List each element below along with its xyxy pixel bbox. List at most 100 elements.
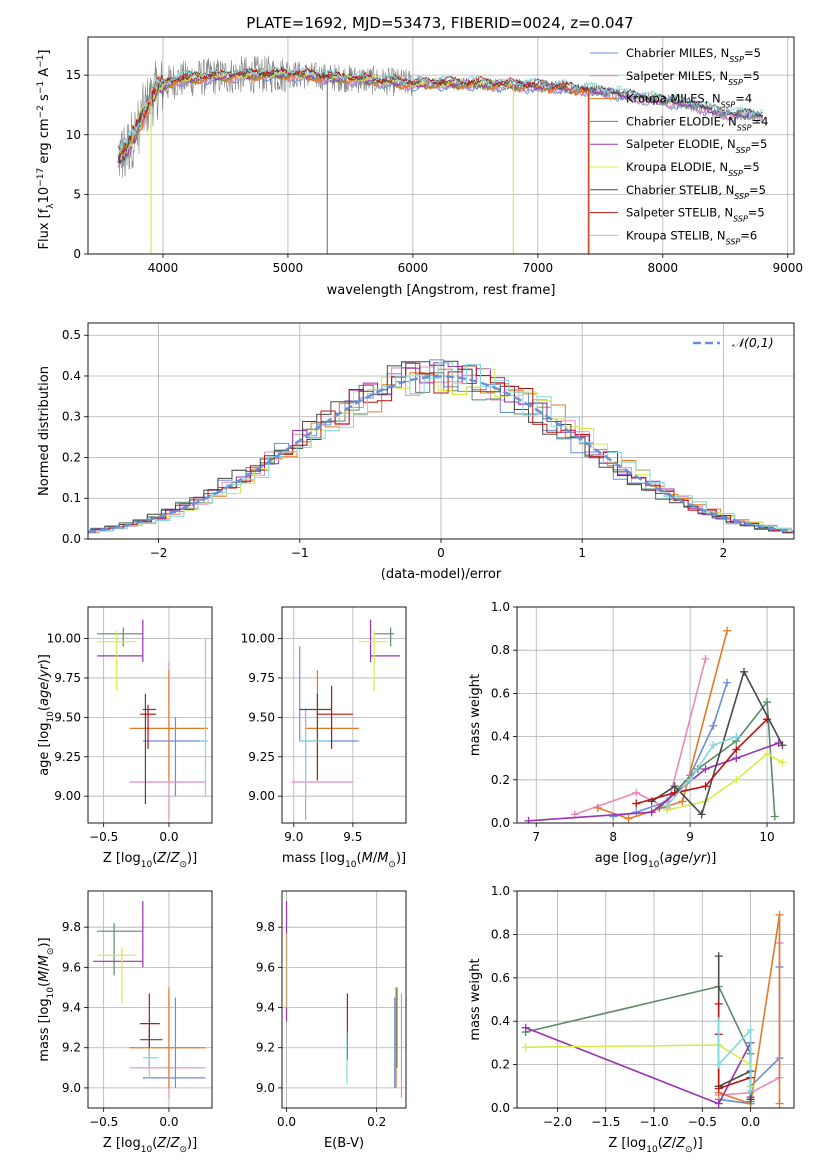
mass_vs_z-tick-label-y: 9.0 (62, 1081, 81, 1095)
mass_weight_vs_age-tick-label-y: 0.2 (491, 773, 510, 787)
spectrum-tick-label-x: 4000 (148, 261, 179, 275)
age_vs_mass-tick-label-x: 9.5 (343, 830, 362, 844)
age_vs_z-y-axis-label: age [log10(age/yr)] (37, 654, 56, 776)
mass_weight_vs_age-marker-8-3 (732, 732, 741, 741)
age_vs_mass-tick-label-x: 9.0 (284, 830, 303, 844)
mass_vs_ebv-tick-label-x: 0.0 (277, 1115, 296, 1129)
mass_weight_vs_z-marker-4-0 (521, 1023, 530, 1032)
mass_vs_ebv-panel: 0.0 0.2 9.0 9.2 9.4 9.6 9.8 E(B-V) (256, 890, 407, 1151)
normal-reference-curve (88, 375, 794, 534)
mass_vs_z-y-axis-label: mass [log10(M/M⊙)] (37, 937, 56, 1061)
mass_weight_vs_age-y-axis-label: mass weight (468, 674, 483, 756)
mass_weight_vs_age-marker-2-2 (678, 797, 687, 806)
mass_weight_vs_z-tick-label-x: −2.0 (543, 1115, 572, 1129)
spectrum-y-axis-label: Flux [fλ10−17 erg cm−2 s−1 A−1] (36, 50, 56, 250)
mass_weight_vs_age-marker-4-2 (701, 765, 710, 773)
legend-entry-5: Kroupa ELODIE, NSSP=5 (626, 160, 760, 178)
age_vs_z-tick-label-x: 0.0 (159, 830, 178, 844)
mass_weight_vs_z-marker-8-3 (746, 1086, 755, 1095)
mass_weight_vs_z-marker-2-3 (775, 1099, 784, 1108)
mass_weight_vs_z-tick-label-y: 0.2 (491, 1058, 510, 1072)
legend-entry-2: Kroupa MILES, NSSP=4 (626, 92, 752, 110)
spectrum-plot-area (117, 55, 764, 254)
mass_weight_vs_z-marker-4-1 (714, 1099, 723, 1108)
mass_vs_z-tick-label-x: 0.0 (159, 1115, 178, 1129)
mass_weight_vs_age-marker-2-3 (723, 626, 732, 635)
residuals-panel: −2 −1 0 1 2 0.0 0.1 0.2 0.3 0.4 0.5 𝒩(0,1) (data-mod… (37, 322, 795, 582)
residuals-tick-label-y: 0.0 (62, 532, 81, 546)
mass_weight_vs_age-marker-6-3 (739, 667, 748, 676)
age_vs_mass-tick-label-y: 9.50 (248, 710, 275, 724)
spectrum-tick-label-x: 7000 (523, 261, 554, 275)
model-spectrum-line-5 (117, 67, 514, 161)
mass_weight_vs_z-x-axis-label: Z [log10(Z/Z⊙)] (608, 1136, 702, 1155)
age_vs_mass-tick-label-y: 10.00 (241, 632, 275, 646)
mass_weight_vs_age-tick-label-x: 7 (532, 830, 540, 844)
legend-entry-8: Kroupa STELIB, NSSP=6 (626, 228, 757, 246)
mass_weight_vs_age-tick-label-x: 10 (759, 830, 774, 844)
mass_weight_vs_age-tick-label-y: 0.0 (491, 816, 510, 830)
legend-entry-1: Salpeter MILES, NSSP=5 (626, 69, 760, 87)
mass_weight_vs_age-marker-5-4 (778, 758, 787, 767)
mass_weight_vs_age-marker-8-2 (709, 741, 718, 750)
mass_weight_vs_age-marker-6-2 (697, 810, 706, 819)
mass_weight_vs_age-marker-0-5 (723, 678, 732, 687)
mass_weight_vs_z-tick-label-y: 1.0 (491, 884, 510, 898)
mass_weight_vs_z-series-line-8 (717, 1021, 752, 1091)
residuals-tick-label-y: 0.1 (62, 491, 81, 505)
mass_weight_vs_age-marker-0-1 (632, 808, 641, 817)
mass_vs_ebv-tick-label-y: 9.8 (256, 920, 275, 934)
spectrum-tick-label-y: 15 (66, 68, 81, 82)
mass_vs_ebv-tick-label-y: 9.4 (256, 1001, 275, 1015)
spectrum-frame (87, 36, 795, 255)
spectrum-tick-label-x: 6000 (398, 261, 429, 275)
mass_weight_vs_z-y-axis-label: mass weight (468, 958, 483, 1040)
mass_vs_ebv-x-axis-label: E(B-V) (324, 1136, 364, 1151)
mass_weight_vs_age-frame (516, 606, 795, 824)
mass_vs_ebv-plot-area (285, 901, 403, 1098)
model-spectrum-line-7 (117, 66, 589, 165)
mass_vs_z-tick-label-y: 9.4 (62, 1001, 81, 1015)
age_vs_z-tick-label-x: −0.5 (89, 830, 118, 844)
mass_weight_vs_age-tick-label-y: 0.8 (491, 643, 510, 657)
mass_vs_z-tick-label-x: −0.5 (89, 1115, 118, 1129)
mass_vs_ebv-tick-label-y: 9.0 (256, 1081, 275, 1095)
age_vs_mass-tick-label-y: 9.75 (248, 671, 275, 685)
mass_weight_vs_z-series-line-2 (718, 914, 781, 1105)
mass_weight_vs_age-tick-label-x: 9 (686, 830, 694, 844)
mass_weight_vs_age-marker-2-1 (624, 814, 633, 823)
residuals-tick-label-x: −1 (291, 546, 309, 560)
mass_weight_vs_age-marker-0-4 (709, 721, 718, 730)
mass_weight_vs_z-marker-7-0 (714, 999, 723, 1008)
mass_weight_vs_age-marker-2-0 (593, 803, 602, 812)
mass_weight_vs_z-marker-8-2 (746, 1025, 755, 1034)
spectrum-tick-label-y: 0 (73, 247, 81, 261)
mass_weight_vs_z-tick-label-y: 0.4 (491, 1014, 510, 1028)
age_vs_z-panel: −0.5 0.0 9.00 9.25 9.50 9.75 10.00 Z [log10(Z/Z… (37, 606, 213, 870)
spectrum-tick-label-x: 9000 (772, 261, 803, 275)
spectrum-tick-label-y: 10 (66, 128, 81, 142)
mass_weight_vs_age-marker-7-0 (632, 799, 641, 808)
mass_weight_vs_z-marker-5-0 (521, 1043, 530, 1052)
legend-entry-6: Chabrier STELIB, NSSP=5 (626, 183, 766, 201)
mass_weight_vs_age-x-axis-label: age [log10(age/yr)] (595, 851, 717, 870)
mass_weight_vs_z-marker-7-2 (714, 1084, 723, 1093)
mass_weight_vs_age-marker-7-1 (670, 788, 679, 797)
mass_weight_vs_age-marker-8-0 (663, 801, 672, 810)
age_vs_z-tick-label-y: 9.00 (54, 789, 81, 803)
mass_weight_vs_z-tick-label-x: −1.5 (591, 1115, 620, 1129)
age_vs_z-frame (87, 606, 213, 824)
mass_vs_ebv-frame (281, 890, 407, 1109)
mass_weight_vs_age-tick-label-y: 0.6 (491, 686, 510, 700)
spectrum-panel: 4000 5000 6000 7000 8000 9000 0 5 10 15 wavelength… (36, 36, 803, 298)
mass_vs_z-tick-label-y: 9.8 (62, 920, 81, 934)
mass_weight_vs_age-marker-3-4 (770, 812, 779, 821)
age_vs_mass-tick-label-y: 9.00 (248, 789, 275, 803)
spectrum-tick-label-x: 5000 (273, 261, 304, 275)
age_vs_z-tick-label-y: 9.25 (54, 750, 81, 764)
mass_weight_vs_age-marker-1-1 (632, 788, 641, 797)
mass_vs_z-plot-area (93, 901, 206, 1098)
mass_weight_vs_age-tick-label-x: 8 (609, 830, 617, 844)
mass_weight_vs_z-marker-8-1 (714, 1060, 723, 1069)
mass_weight_vs_z-plot-area (521, 910, 784, 1108)
